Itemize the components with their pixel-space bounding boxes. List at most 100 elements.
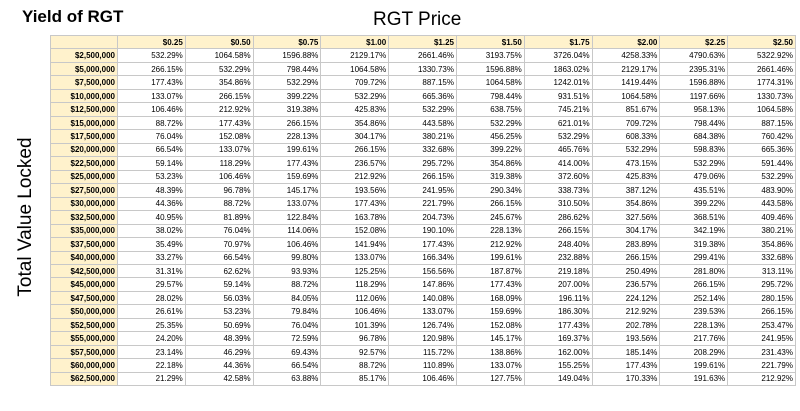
yield-cell: 399.22% — [252, 88, 322, 104]
table-row: $47,500,000 28.02% 56.03% 84.05% 112.06% 140.… — [50, 290, 796, 306]
yield-cell: 147.86% — [388, 277, 457, 292]
yield-cell: 62.62% — [184, 263, 254, 279]
price-header: $1.50 — [455, 34, 525, 50]
yield-cell: 252.14% — [659, 290, 729, 306]
tvl-row-header: $30,000,000 — [50, 196, 118, 212]
yield-cell: 1774.31% — [727, 75, 796, 90]
yield-cell: 665.36% — [727, 142, 796, 158]
yield-cell: 29.57% — [117, 277, 186, 292]
yield-cell: 228.13% — [455, 223, 525, 239]
table-row: $40,000,000 33.27% 66.54% 99.80% 133.07% 166.… — [50, 250, 796, 265]
tvl-row-header: $45,000,000 — [50, 277, 118, 292]
table-row: $57,500,000 23.14% 46.29% 69.43% 92.57% 115.7… — [50, 344, 796, 360]
yield-cell: 106.46% — [252, 237, 322, 252]
yield-cell: 709.72% — [320, 75, 390, 90]
yield-cell: 177.43% — [320, 196, 390, 212]
yield-cell: 199.61% — [252, 142, 322, 158]
table-row: $12,500,000 106.46% 212.92% 319.38% 425.83% 5… — [50, 102, 796, 117]
yield-cell: 145.17% — [252, 183, 322, 198]
table-row: $32,500,000 40.95% 81.89% 122.84% 163.78% 204… — [50, 210, 796, 225]
tvl-row-header: $12,500,000 — [50, 102, 118, 117]
yield-cell: 591.44% — [727, 156, 796, 171]
yield-cell: 44.36% — [117, 196, 186, 212]
yield-cell: 22.18% — [117, 358, 186, 373]
yield-cell: 207.00% — [523, 277, 593, 292]
yield-cell: 354.86% — [591, 196, 661, 212]
yield-cell: 380.21% — [388, 129, 457, 144]
yield-cell: 112.06% — [320, 290, 390, 306]
yield-cell: 665.36% — [388, 88, 457, 104]
yield-cell: 50.69% — [184, 317, 254, 333]
yield-cell: 35.49% — [117, 237, 186, 252]
tvl-row-header: $32,500,000 — [50, 210, 118, 225]
yield-cell: 248.40% — [523, 237, 593, 252]
yield-cell: 354.86% — [320, 115, 390, 131]
yield-cell: 221.79% — [727, 358, 796, 373]
yield-cell: 159.69% — [252, 169, 322, 185]
yield-cell: 133.07% — [455, 358, 525, 373]
yield-cell: 186.30% — [523, 304, 593, 319]
price-header: $0.75 — [252, 34, 322, 50]
yield-cell: 425.83% — [320, 102, 390, 117]
yield-cell: 169.37% — [523, 331, 593, 346]
yield-cell: 31.31% — [117, 263, 186, 279]
yield-cell: 48.39% — [117, 183, 186, 198]
yield-cell: 319.38% — [455, 169, 525, 185]
table-row: $7,500,000 177.43% 354.86% 532.29% 709.72% 88… — [50, 75, 796, 90]
tvl-row-header: $17,500,000 — [50, 129, 118, 144]
yield-cell: 332.68% — [727, 250, 796, 265]
yield-cell: 380.21% — [727, 223, 796, 239]
yield-cell: 66.54% — [184, 250, 254, 265]
yield-cell: 38.02% — [117, 223, 186, 239]
yield-cell: 199.61% — [659, 358, 729, 373]
yield-cell: 33.27% — [117, 250, 186, 265]
table-row: $27,500,000 48.39% 96.78% 145.17% 193.56% 241… — [50, 183, 796, 198]
yield-cell: 224.12% — [591, 290, 661, 306]
yield-cell: 196.11% — [523, 290, 593, 306]
table-row: $10,000,000 133.07% 266.15% 399.22% 532.29% 6… — [50, 88, 796, 104]
tvl-row-header: $5,000,000 — [50, 61, 118, 77]
yield-cell: 286.62% — [523, 210, 593, 225]
yield-cell: 354.86% — [455, 156, 525, 171]
yield-cell: 304.17% — [320, 129, 390, 144]
yield-cell: 266.15% — [591, 250, 661, 265]
price-header: $1.75 — [523, 34, 593, 50]
yield-cell: 21.29% — [117, 371, 186, 387]
tvl-row-header: $7,500,000 — [50, 75, 118, 90]
yield-cell: 327.56% — [591, 210, 661, 225]
yield-cell: 532.29% — [659, 156, 729, 171]
yield-cell: 280.15% — [727, 290, 796, 306]
table-row: $55,000,000 24.20% 48.39% 72.59% 96.78% 120.9… — [50, 331, 796, 346]
yield-cell: 798.44% — [455, 88, 525, 104]
yield-cell: 338.73% — [523, 183, 593, 198]
yield-cell: 193.56% — [320, 183, 390, 198]
yield-cell: 1330.73% — [388, 61, 457, 77]
yield-cell: 290.34% — [455, 183, 525, 198]
yield-cell: 266.15% — [320, 142, 390, 158]
yield-cell: 23.14% — [117, 344, 186, 360]
yield-cell: 152.08% — [455, 317, 525, 333]
yield-cell: 212.92% — [184, 102, 254, 117]
yield-cell: 149.04% — [523, 371, 593, 387]
yield-cell: 236.57% — [320, 156, 390, 171]
yield-cell: 53.23% — [184, 304, 254, 319]
yield-cell: 84.05% — [252, 290, 322, 306]
yield-cell: 266.15% — [659, 277, 729, 292]
yield-cell: 81.89% — [184, 210, 254, 225]
yield-cell: 48.39% — [184, 331, 254, 346]
yield-cell: 72.59% — [252, 331, 322, 346]
yield-cell: 228.13% — [659, 317, 729, 333]
table-title: Yield of RGT — [22, 7, 124, 26]
yield-cell: 177.43% — [591, 358, 661, 373]
yield-table: $0.25 $0.50 $0.75 $1.00 $1.25 $1.50 $1.7… — [50, 34, 796, 387]
yield-cell: 53.23% — [117, 169, 186, 185]
yield-cell: 1419.44% — [591, 75, 661, 90]
tvl-row-header: $15,000,000 — [50, 115, 118, 131]
yield-cell: 608.33% — [591, 129, 661, 144]
yield-cell: 266.15% — [523, 223, 593, 239]
yield-cell: 25.35% — [117, 317, 186, 333]
yield-cell: 1064.58% — [320, 61, 390, 77]
yield-cell: 684.38% — [659, 129, 729, 144]
yield-cell: 295.72% — [727, 277, 796, 292]
yield-cell: 138.86% — [455, 344, 525, 360]
